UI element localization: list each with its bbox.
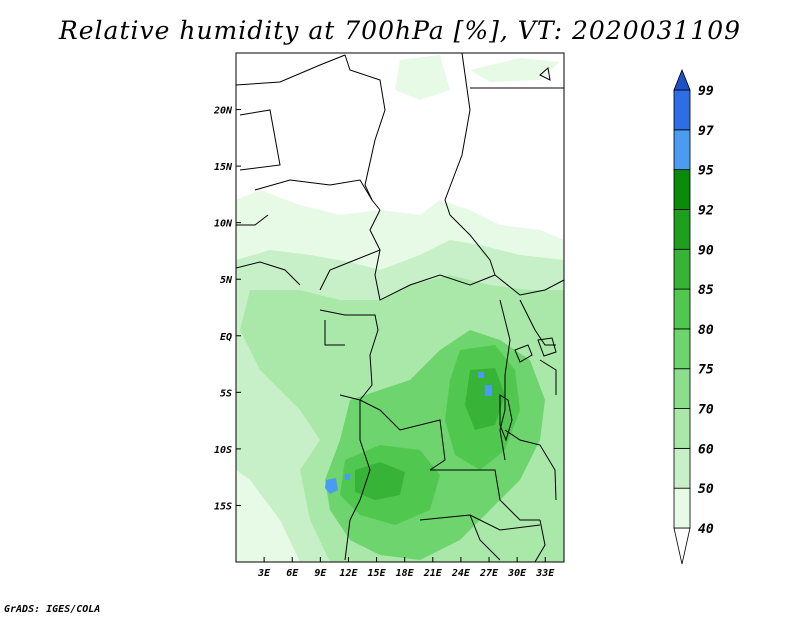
boundary-line xyxy=(519,299,556,346)
lon-tick-label: 33E xyxy=(535,568,555,579)
lake-outline xyxy=(539,67,551,81)
lon-tick-label: 30E xyxy=(507,568,527,579)
boundary-line xyxy=(499,299,511,461)
colorbar-segment xyxy=(673,447,691,489)
colorbar-arrow-low xyxy=(673,527,691,565)
colorbar-arrow-high xyxy=(673,68,691,91)
colorbar-level-label: 95 xyxy=(698,164,714,179)
colorbar-level-label: 99 xyxy=(698,84,714,99)
colorbar-level-label: 90 xyxy=(698,243,714,258)
lat-tick-label: 20N xyxy=(213,106,233,117)
credit-label: GrADS: IGES/COLA xyxy=(4,604,101,615)
lon-tick-label: 12E xyxy=(339,568,358,579)
lat-tick-label: 5N xyxy=(220,275,233,286)
boundary-line xyxy=(344,54,386,201)
humidity-region-90 xyxy=(355,368,505,500)
boundary-line xyxy=(236,54,346,86)
lat-tick-label: 10S xyxy=(214,445,232,456)
lon-tick-label: 6E xyxy=(286,568,299,579)
boundary-line xyxy=(319,209,381,291)
lat-tick-label: EQ xyxy=(220,332,232,343)
boundary-line xyxy=(430,469,540,521)
humidity-region-50-north xyxy=(395,55,560,100)
lon-tick-label: 15E xyxy=(368,568,387,579)
lon-tick-label: 3E xyxy=(257,568,271,579)
boundary-line xyxy=(469,514,501,561)
colorbar-level-label: 40 xyxy=(698,522,714,537)
longitude-axis: 3E 6E 9E 12E 15E 18E 21E 24E 27E 30E 33E xyxy=(257,557,555,579)
colorbar-segment xyxy=(673,89,691,131)
colorbar-segment xyxy=(673,368,691,409)
colorbar-segment xyxy=(673,487,691,529)
colorbar-segment xyxy=(673,288,691,330)
boundary-line xyxy=(539,359,557,395)
lon-tick-label: 18E xyxy=(396,568,415,579)
colorbar-segment xyxy=(673,328,691,370)
boundary-line xyxy=(324,320,345,346)
lake-outline xyxy=(514,344,533,363)
lon-tick-label: 24E xyxy=(451,568,471,579)
colorbar-segment xyxy=(673,408,691,449)
colorbar: 40 50 60 70 75 80 85 90 92 95 97 99 xyxy=(673,68,714,565)
latitude-axis: 20N 15N 10N 5N EQ 5S 10S 15S xyxy=(213,106,241,512)
boundary-line xyxy=(374,249,496,301)
lat-tick-label: 10N xyxy=(214,219,233,230)
colorbar-level-label: 97 xyxy=(698,124,714,139)
boundary-line xyxy=(534,519,546,562)
lon-tick-label: 21E xyxy=(423,568,443,579)
boundary-line xyxy=(504,429,557,501)
country-boundaries xyxy=(236,53,564,562)
colorbar-level-label: 80 xyxy=(698,323,714,338)
colorbar-level-label: 50 xyxy=(698,482,714,497)
lat-tick-label: 15N xyxy=(214,162,233,173)
colorbar-segment xyxy=(673,209,691,250)
colorbar-level-label: 70 xyxy=(698,403,714,418)
boundary-line xyxy=(419,514,541,531)
boundary-line xyxy=(239,109,281,171)
page-title: Relative humidity at 700hPa [%], VT: 202… xyxy=(58,16,742,45)
humidity-field-layer xyxy=(236,55,564,562)
colorbar-level-label: 85 xyxy=(698,283,714,298)
boundary-line xyxy=(444,53,471,216)
colorbar-level-label: 92 xyxy=(698,203,714,218)
colorbar-level-label: 75 xyxy=(698,363,714,378)
colorbar-level-label: 60 xyxy=(698,442,714,457)
lat-tick-label: 5S xyxy=(220,388,232,399)
colorbar-segment xyxy=(673,248,691,290)
boundary-line xyxy=(344,400,371,561)
map-frame xyxy=(235,52,565,563)
boundary-line xyxy=(254,179,381,211)
lake-outline xyxy=(537,337,557,357)
boundary-line xyxy=(236,261,301,286)
lake-outline xyxy=(499,394,513,442)
colorbar-segment xyxy=(673,169,691,210)
colorbar-segment xyxy=(673,129,691,171)
lon-tick-label: 27E xyxy=(479,568,499,579)
boundary-line xyxy=(449,214,564,296)
lon-tick-label: 9E xyxy=(314,568,327,579)
boundary-line xyxy=(319,309,379,401)
lat-tick-label: 15S xyxy=(214,501,232,512)
boundary-line xyxy=(236,214,269,226)
